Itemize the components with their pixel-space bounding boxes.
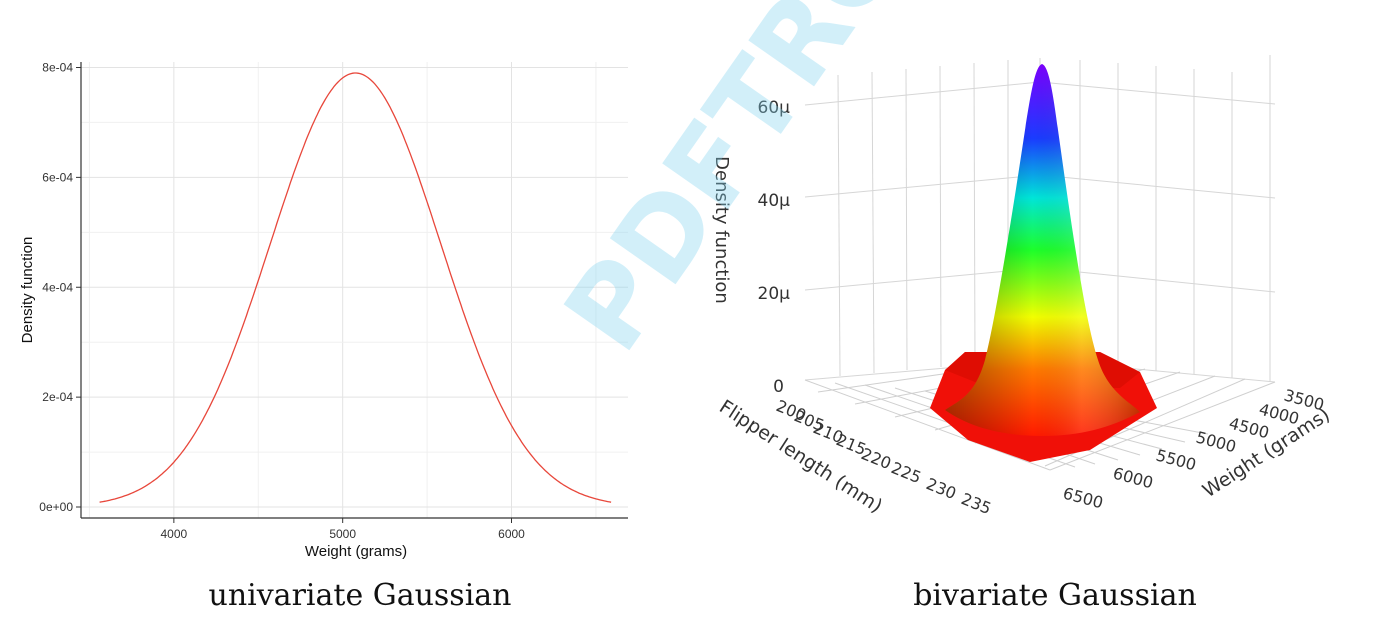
caption-univariate: univariate Gaussian bbox=[208, 578, 512, 613]
y-tick-label: 6000 bbox=[1111, 464, 1155, 493]
univariate-chart: 4000 5000 6000 0e+00 2e-04 4e-04 6e-04 8e-04 W… bbox=[19, 60, 628, 560]
z-tick-label: 0 bbox=[773, 377, 784, 397]
x-tick-label: 4000 bbox=[161, 527, 188, 541]
x-tick-label: 235 bbox=[959, 489, 994, 518]
y-tick-label: 8e-04 bbox=[42, 60, 73, 74]
z-tick-label: 40μ bbox=[758, 191, 791, 211]
x-axis-label: Weight (grams) bbox=[305, 543, 407, 560]
y-tick-label: 4e-04 bbox=[42, 280, 73, 294]
caption-bivariate: bivariate Gaussian bbox=[913, 578, 1197, 613]
y-tick-label: 0e+00 bbox=[39, 500, 73, 514]
y-axis-label: Density function bbox=[19, 237, 36, 344]
x-tick-label: 230 bbox=[924, 474, 959, 503]
bivariate-chart: 0 20μ 40μ 60μ Density function 200 205 2… bbox=[711, 55, 1334, 518]
y-tick-label: 2e-04 bbox=[42, 390, 73, 404]
y-ticks: 0e+00 2e-04 4e-04 6e-04 8e-04 bbox=[39, 60, 81, 514]
y-ticks: 3500 4000 4500 5000 5500 6000 6500 bbox=[1061, 386, 1326, 513]
density-curve bbox=[99, 72, 612, 503]
y-tick-label: 6e-04 bbox=[42, 170, 73, 184]
x-tick-label: 220 bbox=[859, 444, 894, 473]
x-ticks: 4000 5000 6000 bbox=[161, 518, 525, 541]
z-tick-label: 60μ bbox=[758, 98, 791, 118]
x-tick-label: 5000 bbox=[329, 527, 356, 541]
z-ticks: 0 20μ 40μ 60μ bbox=[758, 98, 791, 397]
surface-peak-shading bbox=[945, 64, 1140, 436]
z-axis-label: Density function bbox=[711, 156, 732, 304]
x-tick-label: 225 bbox=[889, 458, 924, 487]
plot-grid bbox=[81, 62, 628, 518]
x-tick-label: 6000 bbox=[498, 527, 525, 541]
y-tick-label: 6500 bbox=[1061, 484, 1105, 513]
z-tick-label: 20μ bbox=[758, 284, 791, 304]
y-tick-label: 5500 bbox=[1154, 446, 1198, 475]
